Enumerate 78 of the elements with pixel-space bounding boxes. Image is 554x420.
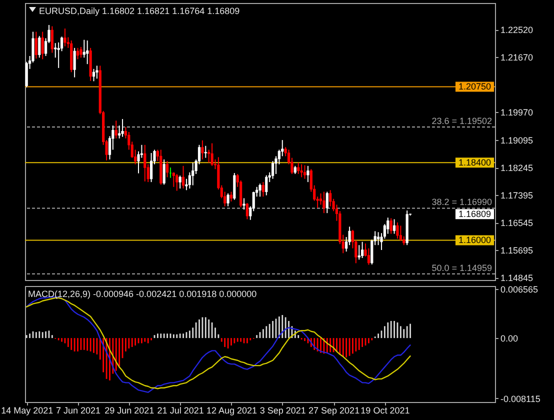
ref-line-label: 23.6 = 1.19502 — [432, 116, 492, 126]
x-tick-label: 29 Jun 2021 — [104, 406, 154, 416]
ref-line-label: 1.20750 — [458, 82, 492, 92]
x-tick-label: 3 Sep 2021 — [260, 406, 306, 416]
candlestick — [86, 40, 89, 65]
ref-line-label: 50.0 = 1.14959 — [432, 262, 492, 273]
candlestick — [377, 232, 380, 246]
candlestick — [162, 158, 166, 186]
candlestick — [246, 202, 249, 220]
x-tick-label: 14 May 2021 — [1, 406, 54, 416]
candlestick — [399, 225, 402, 242]
candlestick — [300, 164, 303, 178]
candlestick — [396, 222, 399, 240]
candlestick — [182, 165, 185, 190]
candlestick — [297, 162, 300, 174]
candlestick — [358, 244, 360, 260]
candlestick — [210, 142, 214, 166]
ref-line-label: 38.2 = 1.16990 — [432, 197, 492, 208]
candlestick — [204, 145, 207, 158]
candlestick — [392, 218, 396, 234]
candlestick — [34, 31, 38, 60]
candlestick — [265, 174, 268, 196]
y-tick-label: 1.19095 — [500, 136, 534, 146]
candlestick — [258, 183, 262, 198]
candlestick — [144, 144, 146, 182]
y-tick-label: 1.19970 — [500, 107, 534, 118]
ref-line-label: 1.18400 — [458, 158, 492, 168]
candlestick — [41, 31, 44, 60]
candlestick — [390, 218, 392, 234]
candlestick — [80, 46, 82, 58]
candlestick — [230, 191, 233, 202]
chart-title: MACD(12,26,9) -0.000946 -0.002421 0.001918 0.000000 — [28, 289, 257, 299]
candlestick — [201, 140, 204, 160]
x-tick-label: 27 Sep 2021 — [308, 406, 360, 416]
candlestick — [176, 173, 178, 192]
y-tick-label: -0.008115 — [500, 394, 540, 404]
candlestick — [242, 198, 246, 210]
candlestick — [303, 164, 306, 180]
y-tick-label: 1.21670 — [500, 52, 534, 62]
y-tick-label: 0.00 — [500, 334, 518, 344]
y-tick-label: 1.18245 — [500, 163, 534, 174]
x-tick-label: 19 Oct 2021 — [360, 406, 410, 416]
candlestick — [150, 152, 153, 183]
y-tick-label: 1.22520 — [500, 25, 534, 36]
candlestick — [262, 182, 264, 198]
candlestick — [322, 191, 326, 214]
candlestick — [361, 241, 364, 259]
chart-title: EURUSD,Daily 1.16802 1.16821 1.16764 1.16809 — [39, 6, 240, 16]
candlestick — [192, 162, 194, 186]
candlestick — [367, 248, 370, 266]
ref-line-label: 1.16000 — [458, 235, 492, 246]
candlestick — [92, 68, 96, 82]
x-tick-label: 12 Aug 2021 — [206, 406, 258, 416]
candlestick — [166, 160, 169, 178]
y-tick-label: 1.16545 — [500, 218, 534, 228]
candlestick — [50, 26, 54, 54]
candlestick — [329, 190, 332, 207]
candlestick — [386, 217, 390, 234]
candlestick — [96, 65, 98, 80]
candlestick — [38, 35, 41, 58]
candlestick — [226, 192, 230, 207]
candlestick — [306, 165, 310, 183]
annotation: 1.16809 — [458, 209, 492, 220]
candlestick — [233, 172, 236, 200]
y-tick-label: 0.006565 — [500, 284, 538, 295]
x-tick-label: 21 Jul 2021 — [157, 406, 204, 416]
candlestick — [121, 118, 124, 138]
candlestick — [114, 120, 118, 139]
candlestick — [73, 47, 76, 78]
x-tick-label: 7 Jun 2021 — [56, 406, 101, 416]
candlestick — [64, 28, 66, 47]
candlestick — [326, 191, 328, 214]
y-tick-label: 1.15695 — [500, 246, 534, 256]
candlestick — [76, 47, 80, 60]
y-tick-label: 1.14845 — [500, 273, 534, 284]
y-tick-label: 1.17395 — [500, 190, 534, 201]
candlestick — [178, 175, 182, 190]
candlestick — [172, 172, 175, 188]
